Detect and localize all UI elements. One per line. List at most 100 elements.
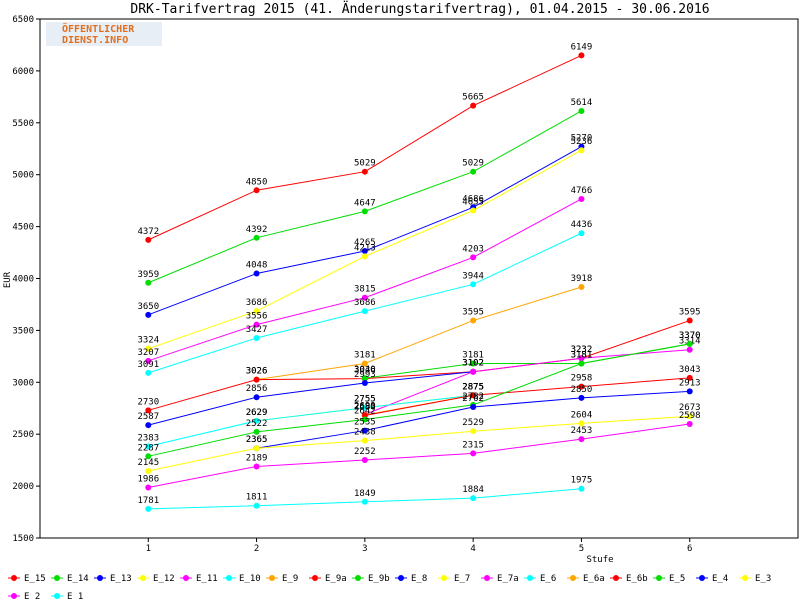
legend-marker (226, 575, 232, 581)
data-point (470, 495, 477, 502)
data-point (470, 102, 477, 109)
data-point (470, 207, 477, 214)
data-label: 3370 (679, 331, 701, 341)
legend-label: E_2 (24, 592, 40, 600)
legend-label: E_4 (712, 574, 728, 584)
data-point (253, 394, 260, 401)
data-label: 5029 (354, 159, 376, 169)
data-label: 2993 (354, 370, 376, 380)
data-label: 3324 (137, 336, 159, 346)
data-point (470, 168, 477, 175)
data-label: 3686 (246, 298, 268, 308)
data-label: 2913 (679, 378, 701, 388)
data-point (145, 422, 152, 429)
data-point (361, 404, 368, 411)
data-label: 1986 (137, 475, 159, 485)
data-label: 3686 (354, 298, 376, 308)
data-label: 4392 (246, 225, 268, 235)
y-tick-label: 4000 (12, 275, 34, 285)
data-label: 5270 (571, 134, 593, 144)
series-line (364, 377, 690, 417)
legend-marker (570, 575, 576, 581)
data-label: 2438 (354, 428, 376, 438)
data-label: 4436 (571, 220, 593, 230)
legend-marker (656, 575, 662, 581)
data-label: 2782 (462, 392, 484, 402)
data-point (253, 445, 260, 452)
data-label: 4213 (354, 243, 376, 253)
data-point (578, 107, 585, 114)
legend-label: E_3 (755, 574, 771, 584)
data-point (253, 334, 260, 341)
data-label: 2629 (246, 408, 268, 418)
data-label: 3102 (462, 359, 484, 369)
series-line (148, 415, 690, 472)
data-label: 1975 (571, 476, 593, 486)
legend-marker (699, 575, 705, 581)
legend-marker (11, 575, 17, 581)
data-point (145, 236, 152, 243)
data-point (470, 392, 477, 399)
data-point (253, 321, 260, 328)
data-point (578, 383, 585, 390)
legend-label: E_12 (153, 574, 175, 584)
legend-label: E_7a (497, 574, 519, 584)
data-label: 3556 (246, 312, 268, 322)
legend-label: E_6b (626, 574, 648, 584)
data-point (578, 147, 585, 154)
data-point (578, 230, 585, 237)
y-tick-label: 2500 (12, 430, 34, 440)
data-point (686, 346, 693, 353)
data-label: 2522 (246, 419, 268, 429)
data-label: 3040 (354, 365, 376, 375)
data-label: 3427 (246, 325, 268, 335)
data-label: 2856 (246, 384, 268, 394)
data-point (578, 195, 585, 202)
data-point (145, 468, 152, 475)
data-point (578, 436, 585, 443)
data-label: 3232 (571, 345, 593, 355)
data-label: 2673 (679, 403, 701, 413)
x-tick-label: 4 (470, 544, 475, 554)
data-label: 2875 (462, 382, 484, 392)
data-label: 2189 (246, 453, 268, 463)
series-line (148, 343, 690, 457)
legend-marker (54, 575, 60, 581)
series-line (148, 394, 474, 447)
data-point (361, 380, 368, 387)
data-point (578, 52, 585, 59)
legend-label: E_9b (368, 574, 390, 584)
data-label: 5236 (571, 137, 593, 147)
x-tick-label: 5 (579, 544, 584, 554)
data-point (361, 247, 368, 254)
data-label: 3815 (354, 285, 376, 295)
data-label: 2252 (354, 447, 376, 457)
data-label: 2145 (137, 458, 159, 468)
logo-text: DIENST.INFO (62, 35, 128, 46)
data-point (253, 308, 260, 315)
data-label: 2287 (137, 443, 159, 453)
data-label: 3595 (462, 308, 484, 318)
data-label: 5614 (571, 98, 593, 108)
data-label: 3026 (246, 367, 268, 377)
data-label: 3918 (571, 274, 593, 284)
legend-label: E_11 (196, 574, 218, 584)
data-point (686, 340, 693, 347)
legend-label: E_9a (325, 574, 347, 584)
data-point (470, 368, 477, 375)
data-label: 3232 (571, 345, 593, 355)
legend-label: E_6a (583, 574, 605, 584)
y-tick-label: 5000 (12, 171, 34, 181)
series-line (256, 286, 582, 381)
legend-label: E_15 (24, 574, 46, 584)
logo-text: ÖFFENTLICHER (62, 21, 135, 35)
legend-marker (269, 575, 275, 581)
data-label: 2730 (137, 397, 159, 407)
data-point (470, 281, 477, 288)
data-point (470, 450, 477, 457)
data-point (578, 360, 585, 367)
data-label: 2680 (354, 403, 376, 413)
legend-marker (742, 575, 748, 581)
data-point (145, 505, 152, 512)
data-label: 2529 (462, 418, 484, 428)
